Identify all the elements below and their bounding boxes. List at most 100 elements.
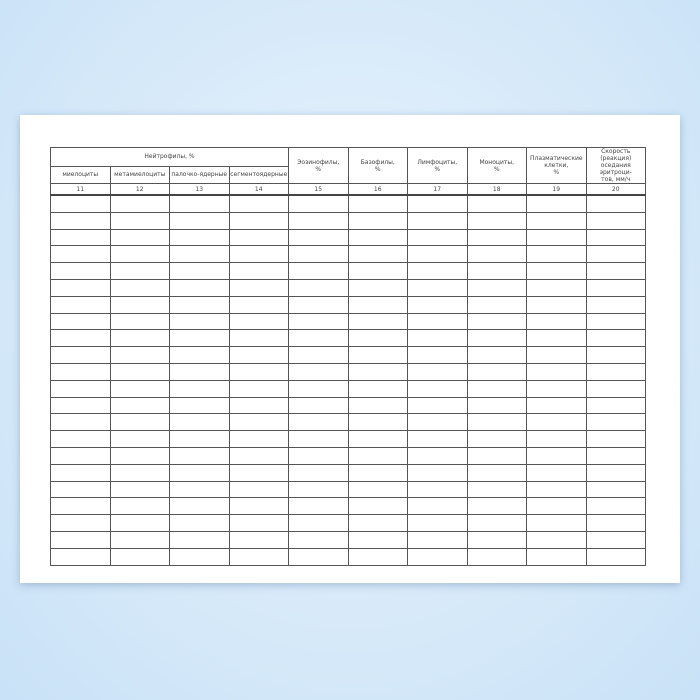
empty-cell[interactable] [585, 514, 646, 532]
empty-cell[interactable] [228, 430, 289, 448]
empty-cell[interactable] [228, 396, 289, 415]
empty-cell[interactable] [347, 312, 408, 331]
empty-cell[interactable] [109, 463, 170, 482]
empty-cell[interactable] [169, 346, 230, 364]
empty-cell[interactable] [169, 480, 230, 499]
empty-cell[interactable] [288, 480, 349, 499]
empty-cell[interactable] [228, 514, 289, 532]
empty-cell[interactable] [347, 480, 408, 499]
empty-cell[interactable] [50, 346, 111, 364]
empty-cell[interactable] [50, 211, 111, 230]
empty-cell[interactable] [466, 480, 527, 499]
empty-cell[interactable] [407, 497, 468, 516]
empty-cell[interactable] [288, 228, 349, 247]
empty-cell[interactable] [109, 228, 170, 247]
empty-cell[interactable] [407, 312, 468, 331]
empty-cell[interactable] [288, 329, 349, 348]
empty-cell[interactable] [526, 379, 587, 398]
empty-cell[interactable] [347, 446, 408, 465]
empty-cell[interactable] [169, 312, 230, 331]
empty-cell[interactable] [585, 497, 646, 516]
empty-cell[interactable] [169, 194, 230, 213]
empty-cell[interactable] [50, 530, 111, 549]
empty-cell[interactable] [50, 278, 111, 297]
empty-cell[interactable] [347, 278, 408, 297]
empty-cell[interactable] [109, 278, 170, 297]
empty-cell[interactable] [288, 446, 349, 465]
empty-cell[interactable] [466, 379, 527, 398]
empty-cell[interactable] [228, 413, 289, 432]
empty-cell[interactable] [288, 312, 349, 331]
empty-cell[interactable] [288, 413, 349, 432]
empty-cell[interactable] [109, 312, 170, 331]
empty-cell[interactable] [407, 211, 468, 230]
empty-cell[interactable] [288, 547, 349, 566]
empty-cell[interactable] [50, 228, 111, 247]
empty-cell[interactable] [585, 480, 646, 499]
empty-cell[interactable] [50, 514, 111, 532]
empty-cell[interactable] [585, 530, 646, 549]
empty-cell[interactable] [526, 295, 587, 314]
empty-cell[interactable] [347, 346, 408, 364]
empty-cell[interactable] [347, 514, 408, 532]
empty-cell[interactable] [585, 396, 646, 415]
empty-cell[interactable] [50, 194, 111, 213]
empty-cell[interactable] [526, 346, 587, 364]
empty-cell[interactable] [466, 362, 527, 381]
empty-cell[interactable] [109, 362, 170, 381]
empty-cell[interactable] [585, 446, 646, 465]
empty-cell[interactable] [228, 211, 289, 230]
empty-cell[interactable] [288, 211, 349, 230]
empty-cell[interactable] [50, 362, 111, 381]
empty-cell[interactable] [228, 480, 289, 499]
empty-cell[interactable] [109, 480, 170, 499]
empty-cell[interactable] [169, 278, 230, 297]
empty-cell[interactable] [466, 430, 527, 448]
empty-cell[interactable] [109, 262, 170, 280]
empty-cell[interactable] [288, 278, 349, 297]
empty-cell[interactable] [585, 278, 646, 297]
empty-cell[interactable] [288, 194, 349, 213]
empty-cell[interactable] [526, 228, 587, 247]
empty-cell[interactable] [109, 295, 170, 314]
empty-cell[interactable] [228, 362, 289, 381]
empty-cell[interactable] [347, 430, 408, 448]
empty-cell[interactable] [585, 379, 646, 398]
empty-cell[interactable] [347, 329, 408, 348]
empty-cell[interactable] [526, 396, 587, 415]
empty-cell[interactable] [288, 530, 349, 549]
empty-cell[interactable] [50, 329, 111, 348]
empty-cell[interactable] [526, 262, 587, 280]
empty-cell[interactable] [466, 530, 527, 549]
empty-cell[interactable] [109, 346, 170, 364]
empty-cell[interactable] [466, 295, 527, 314]
empty-cell[interactable] [347, 245, 408, 264]
empty-cell[interactable] [466, 312, 527, 331]
empty-cell[interactable] [407, 530, 468, 549]
empty-cell[interactable] [169, 396, 230, 415]
empty-cell[interactable] [526, 497, 587, 516]
empty-cell[interactable] [169, 262, 230, 280]
empty-cell[interactable] [347, 194, 408, 213]
empty-cell[interactable] [466, 278, 527, 297]
empty-cell[interactable] [228, 446, 289, 465]
empty-cell[interactable] [169, 379, 230, 398]
empty-cell[interactable] [288, 362, 349, 381]
empty-cell[interactable] [109, 329, 170, 348]
empty-cell[interactable] [466, 194, 527, 213]
empty-cell[interactable] [288, 396, 349, 415]
empty-cell[interactable] [109, 497, 170, 516]
empty-cell[interactable] [169, 295, 230, 314]
empty-cell[interactable] [50, 430, 111, 448]
empty-cell[interactable] [109, 194, 170, 213]
empty-cell[interactable] [347, 547, 408, 566]
empty-cell[interactable] [466, 329, 527, 348]
empty-cell[interactable] [228, 463, 289, 482]
empty-cell[interactable] [466, 211, 527, 230]
empty-cell[interactable] [228, 295, 289, 314]
empty-cell[interactable] [50, 295, 111, 314]
empty-cell[interactable] [526, 211, 587, 230]
empty-cell[interactable] [228, 278, 289, 297]
empty-cell[interactable] [466, 463, 527, 482]
empty-cell[interactable] [288, 245, 349, 264]
